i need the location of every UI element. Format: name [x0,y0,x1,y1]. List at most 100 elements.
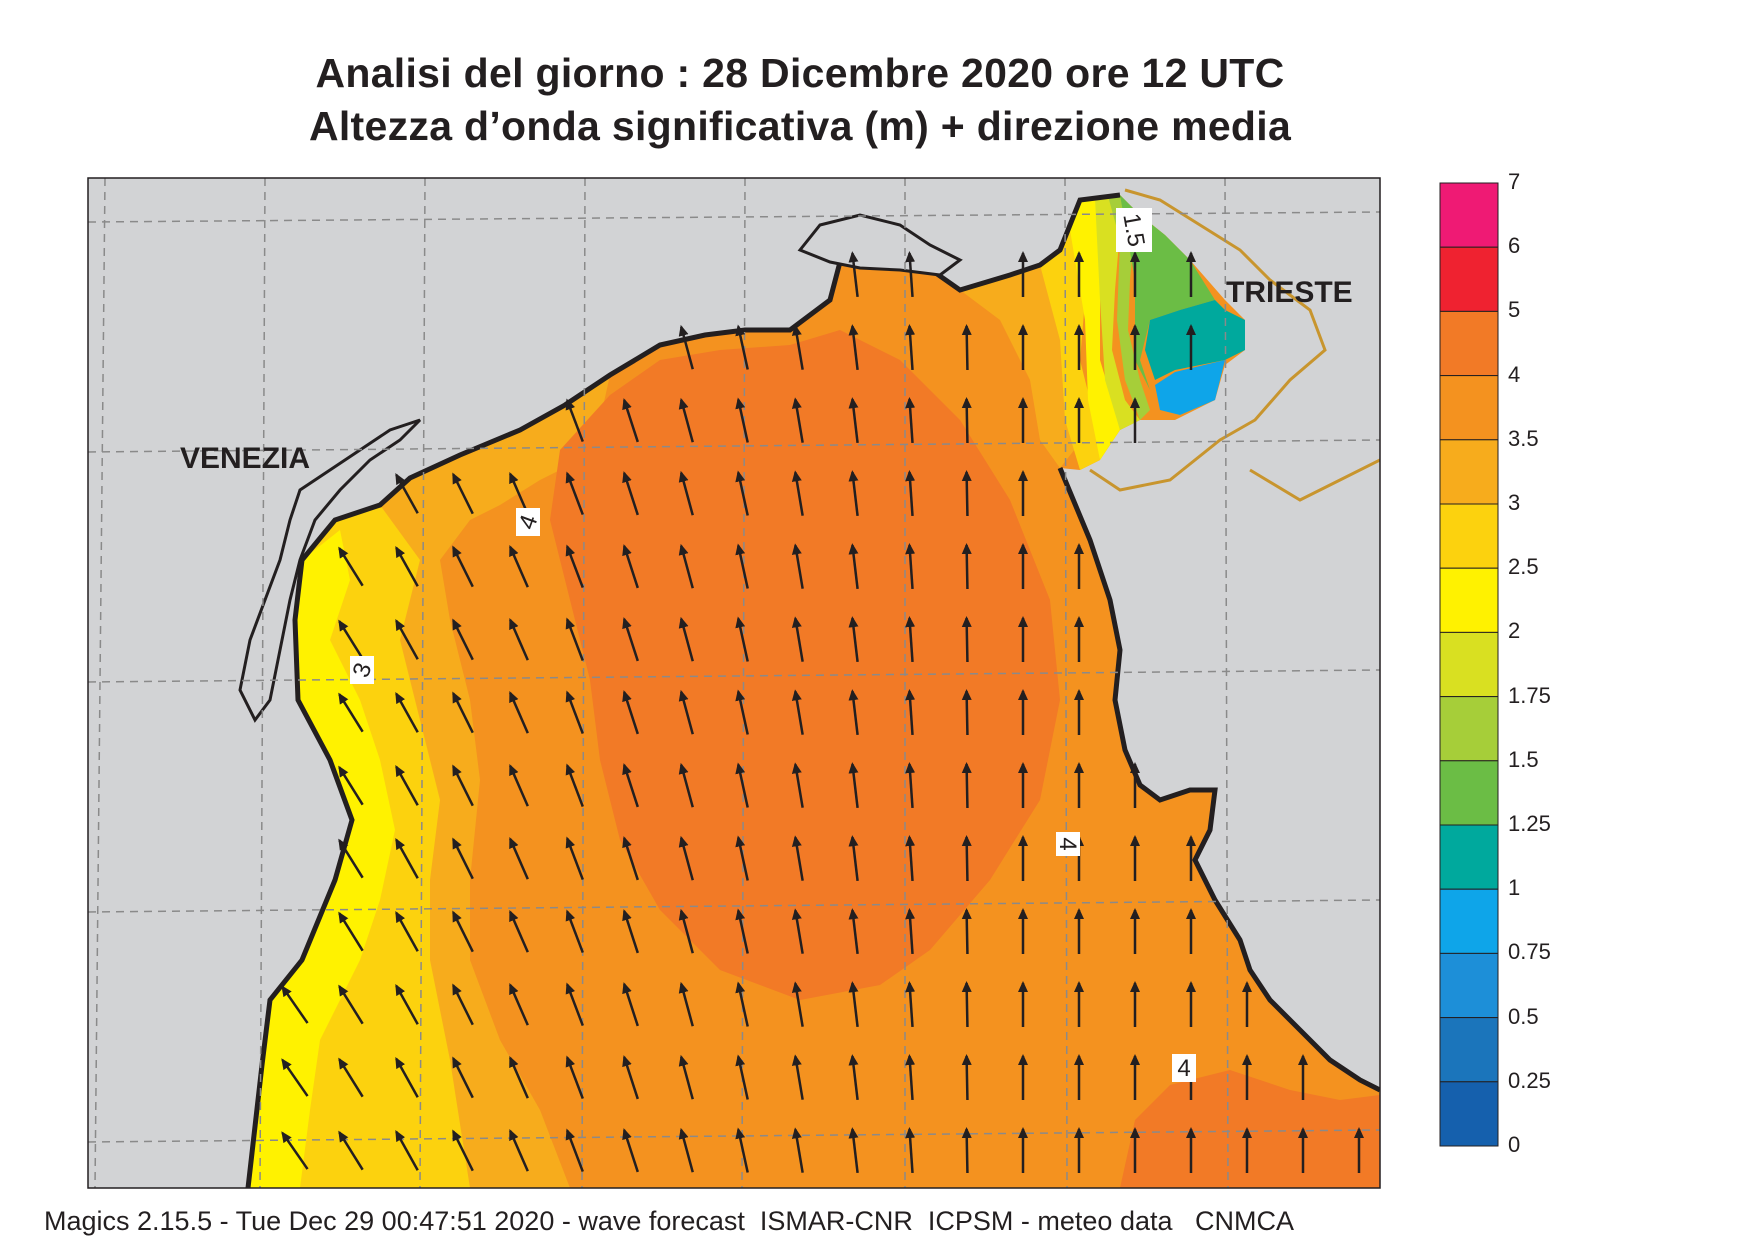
colorbar-tick-label: 0.5 [1508,1003,1539,1029]
wave-direction-arrow [791,689,804,735]
wave-direction-arrow [565,544,584,589]
colorbar-swatch [1439,888,1499,954]
wave-direction-arrow [452,618,474,661]
wave-direction-arrow [509,471,529,515]
wave-direction-arrow [735,470,749,516]
wave-direction-arrow [565,690,584,735]
wave-direction-arrow [678,470,694,516]
wave-direction-arrow [905,835,916,882]
svg-text:4: 4 [1054,837,1081,850]
map-subtitle: Altezza d’onda significativa (m) + direz… [308,103,1292,149]
wave-direction-arrow [678,397,694,443]
wave-direction-arrow [961,397,972,444]
wave-direction-arrow [565,398,584,443]
contour-label: 4 [1054,832,1081,856]
wave-direction-arrow [678,762,694,808]
wave-direction-arrow [395,1130,419,1171]
colorbar-tick-label: 1.75 [1508,682,1551,708]
wave-direction-arrow [509,763,529,807]
wave-direction-arrow [848,251,859,297]
wave-direction-arrow [735,835,749,881]
wave-direction-arrow [961,1127,972,1174]
wave-direction-arrow [905,1127,916,1174]
wave-direction-arrow [848,908,859,954]
wave-direction-arrow [565,836,584,881]
wave-direction-arrow [452,764,474,807]
wave-direction-arrow [848,689,859,735]
colorbar [1439,182,1499,1147]
wave-direction-arrow [395,911,419,952]
wave-direction-arrow [961,908,972,955]
wave-direction-arrow [395,838,419,879]
grado-lagoon [797,213,963,277]
wave-direction-arrow [735,908,749,954]
band-4-5-core [550,330,1060,1000]
colorbar-swatch [1439,952,1499,1019]
wave-direction-arrow [338,692,364,733]
wave-direction-arrow [395,692,419,733]
wave-direction-arrow [735,1127,749,1173]
colorbar-swatch [1439,760,1499,826]
wave-direction-arrow [509,544,529,588]
colorbar-swatch [1439,1017,1499,1083]
wave-direction-arrow [678,835,694,881]
colorbar-tick-label: 0 [1508,1132,1521,1157]
colorbar-tick-label: 1.5 [1508,746,1539,772]
wave-direction-arrow [622,617,639,662]
map-frame [87,177,1381,1189]
wave-direction-arrow [338,546,364,587]
wave-direction-arrow [338,984,364,1025]
colorbar-swatch [1439,375,1499,441]
wave-direction-arrow [452,1129,474,1172]
wave-direction-arrow [961,324,972,371]
wave-direction-arrow [622,544,639,589]
wave-direction-arrow [791,1054,804,1100]
wave-direction-arrow [338,838,364,879]
colorbar-tick-label: 4 [1508,361,1521,387]
wave-direction-arrow [395,619,419,660]
contour-label: 4 [1172,1054,1196,1082]
wave-direction-arrow [509,836,529,880]
wave-direction-arrows [281,251,1364,1174]
wave-direction-arrow [735,324,749,370]
wave-direction-arrow [565,1055,584,1100]
wave-direction-arrow [905,543,916,590]
wave-direction-arrow [848,616,859,662]
wave-direction-arrow [791,762,804,808]
wave-direction-arrow [281,1131,309,1170]
wave-direction-arrow [848,470,859,516]
wave-direction-arrow [848,981,859,1027]
wave-direction-arrow [791,543,804,589]
wave-direction-arrow [622,398,639,443]
wave-direction-arrow [735,689,749,735]
colorbar-tick-label: 5 [1508,297,1521,323]
wave-direction-arrow [622,1055,639,1100]
wave-direction-arrow [961,616,972,663]
wave-direction-arrow [678,689,694,735]
wave-direction-arrow [791,835,804,881]
wave-direction-arrow [735,1054,749,1100]
wave-direction-arrow [791,908,804,954]
wave-direction-arrow [395,984,419,1025]
wave-direction-arrow [452,545,474,588]
border-line-2 [1249,458,1380,502]
wave-direction-arrow [678,981,694,1027]
colorbar-tick-label: 7 [1508,169,1521,194]
wave-direction-arrow [905,251,916,298]
wave-direction-arrow [565,763,584,808]
wave-direction-arrow [791,470,804,516]
wave-direction-arrow [848,762,859,808]
wave-direction-arrow [791,616,804,662]
wave-direction-arrow [565,909,584,954]
wave-direction-arrow [622,471,639,516]
svg-text:4: 4 [1177,1055,1190,1082]
colorbar-swatch [1439,696,1499,762]
city-label-venezia: VENEZIA [180,442,310,475]
colorbar-tick-label: 6 [1508,233,1521,259]
svg-text:1.5: 1.5 [1117,211,1149,249]
wave-direction-arrow [622,836,639,881]
wave-direction-arrow [905,397,916,444]
wave-direction-arrow [678,1127,694,1173]
band-ne-1p75 [1095,196,1140,430]
